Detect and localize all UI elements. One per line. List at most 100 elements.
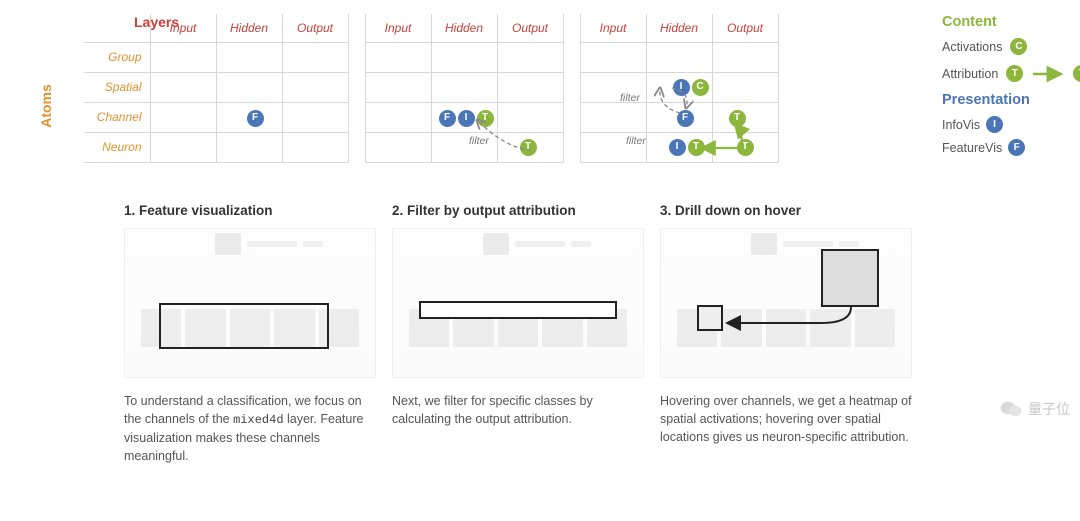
- row-header: Neuron: [84, 132, 150, 162]
- panel-illustration: [124, 228, 376, 378]
- grid-cell: [580, 132, 646, 162]
- panel-caption: Hovering over channels, we get a heatmap…: [660, 392, 912, 446]
- badge-cluster: IT: [669, 139, 705, 156]
- legend-activations-label: Activations: [942, 40, 1002, 54]
- grid-cell: FIT: [431, 102, 497, 132]
- badge-cluster: T: [520, 139, 537, 156]
- grid-cell: [712, 42, 778, 72]
- col-header: Input: [580, 14, 646, 42]
- featurevis-badge-icon: F: [677, 110, 694, 127]
- attribution-badge-icon: T: [737, 139, 754, 156]
- panel-title: 1. Feature visualization: [124, 203, 376, 218]
- grid-cell: [580, 72, 646, 102]
- grid-cell: IT: [646, 132, 712, 162]
- grid-cell: [712, 72, 778, 102]
- grid-cell: [282, 132, 348, 162]
- badge-cluster: F: [247, 110, 264, 127]
- featurevis-badge-icon: F: [439, 110, 456, 127]
- row-header: Spatial: [84, 72, 150, 102]
- attribution-badge-icon: T: [477, 110, 494, 127]
- highlight-frame: [159, 303, 329, 349]
- watermark-text: 量子位: [1028, 399, 1070, 419]
- col-header: Hidden: [646, 14, 712, 42]
- grid-cell: [646, 42, 712, 72]
- explainer-panel-2: 2. Filter by output attribution Next, we…: [392, 203, 644, 466]
- panel-title: 3. Drill down on hover: [660, 203, 912, 218]
- badge-cluster: IC: [673, 79, 709, 96]
- grid-cell: [282, 102, 348, 132]
- panel-title: 2. Filter by output attribution: [392, 203, 644, 218]
- grid-tables-row: InputHiddenOutputGroupSpatialChannelFNeu…: [14, 10, 932, 163]
- col-header: Output: [497, 14, 563, 42]
- legend-infovis-label: InfoVis: [942, 118, 980, 132]
- attribution-badge-icon: T: [688, 139, 705, 156]
- explainer-panel-3: 3. Drill down on hover Hovering over cha…: [660, 203, 912, 466]
- panel-caption: Next, we filter for specific classes by …: [392, 392, 644, 428]
- col-header: Hidden: [216, 14, 282, 42]
- grid-cell: [365, 132, 431, 162]
- legend-row-attribution: Attribution T T: [942, 65, 1080, 82]
- grid-cell: [150, 132, 216, 162]
- grid-cell: [365, 72, 431, 102]
- col-header: Output: [282, 14, 348, 42]
- grid-cell: [580, 42, 646, 72]
- infovis-badge-icon: I: [673, 79, 690, 96]
- legend-attribution-label: Attribution: [942, 67, 998, 81]
- grid-cell: [497, 42, 563, 72]
- legend-row-activations: Activations C: [942, 38, 1080, 55]
- grid-cell: [431, 42, 497, 72]
- code-token: mixed4d: [233, 413, 283, 427]
- legend-presentation-heading: Presentation: [942, 92, 1080, 108]
- grid-cell: [431, 72, 497, 102]
- grid-cell: [580, 102, 646, 132]
- panel-caption: To understand a classification, we focus…: [124, 392, 376, 466]
- featurevis-badge-icon: F: [1008, 139, 1025, 156]
- attribution-badge-icon: T: [729, 110, 746, 127]
- col-header: Input: [365, 14, 431, 42]
- grid-cell: [216, 42, 282, 72]
- grid-2: InputHiddenOutputFITT filter: [365, 14, 564, 163]
- wechat-icon: [1000, 400, 1022, 418]
- badge-cluster: F: [677, 110, 694, 127]
- col-header: Output: [712, 14, 778, 42]
- attribution-badge-icon: T: [1006, 65, 1023, 82]
- legend: Content Activations C Attribution T T Pr…: [932, 10, 1080, 465]
- atoms-axis-title: Atoms: [38, 76, 54, 136]
- grid-cell: [216, 72, 282, 102]
- grid-cell: F: [216, 102, 282, 132]
- legend-row-presentation: InfoVis I FeatureVis F: [942, 116, 1080, 156]
- grid-cell: [282, 42, 348, 72]
- grid-table: InputHiddenOutput GroupSpatialChannel F Neu…: [84, 14, 349, 163]
- activations-badge-icon: C: [692, 79, 709, 96]
- grid-cell: [431, 132, 497, 162]
- grid-cell: [150, 102, 216, 132]
- grid-table: InputHiddenOutputFITT: [365, 14, 564, 163]
- explainer-panels-row: 1. Feature visualization To understand a…: [14, 203, 932, 466]
- grid-cell: [150, 42, 216, 72]
- infovis-badge-icon: I: [669, 139, 686, 156]
- attribution-arrow-icon: [1031, 67, 1065, 81]
- infovis-badge-icon: I: [986, 116, 1003, 133]
- grid-cell: [497, 72, 563, 102]
- watermark: 量子位: [1000, 399, 1070, 419]
- grid-cell: [282, 72, 348, 102]
- explainer-panel-1: 1. Feature visualization To understand a…: [124, 203, 376, 466]
- grid-table: InputHiddenOutputICFTITT: [580, 14, 779, 163]
- col-header: Input: [150, 14, 216, 42]
- row-header: Channel: [84, 102, 150, 132]
- featurevis-badge-icon: F: [247, 110, 264, 127]
- grid-cell: T: [497, 132, 563, 162]
- grid-cell: F: [646, 102, 712, 132]
- grid-cell: T: [712, 102, 778, 132]
- grid-cell: [497, 102, 563, 132]
- grid-cell: [150, 72, 216, 102]
- grid-3: InputHiddenOutputICFTITT filterfilter: [580, 14, 779, 163]
- row-header: Group: [84, 42, 150, 72]
- grid-cell: [216, 132, 282, 162]
- badge-cluster: T: [737, 139, 754, 156]
- attribution-badge-icon: T: [520, 139, 537, 156]
- grid-cell: [365, 102, 431, 132]
- grid-1: InputHiddenOutput GroupSpatialChannel F Neu…: [84, 14, 349, 163]
- legend-featurevis-label: FeatureVis: [942, 141, 1002, 155]
- col-header: Hidden: [431, 14, 497, 42]
